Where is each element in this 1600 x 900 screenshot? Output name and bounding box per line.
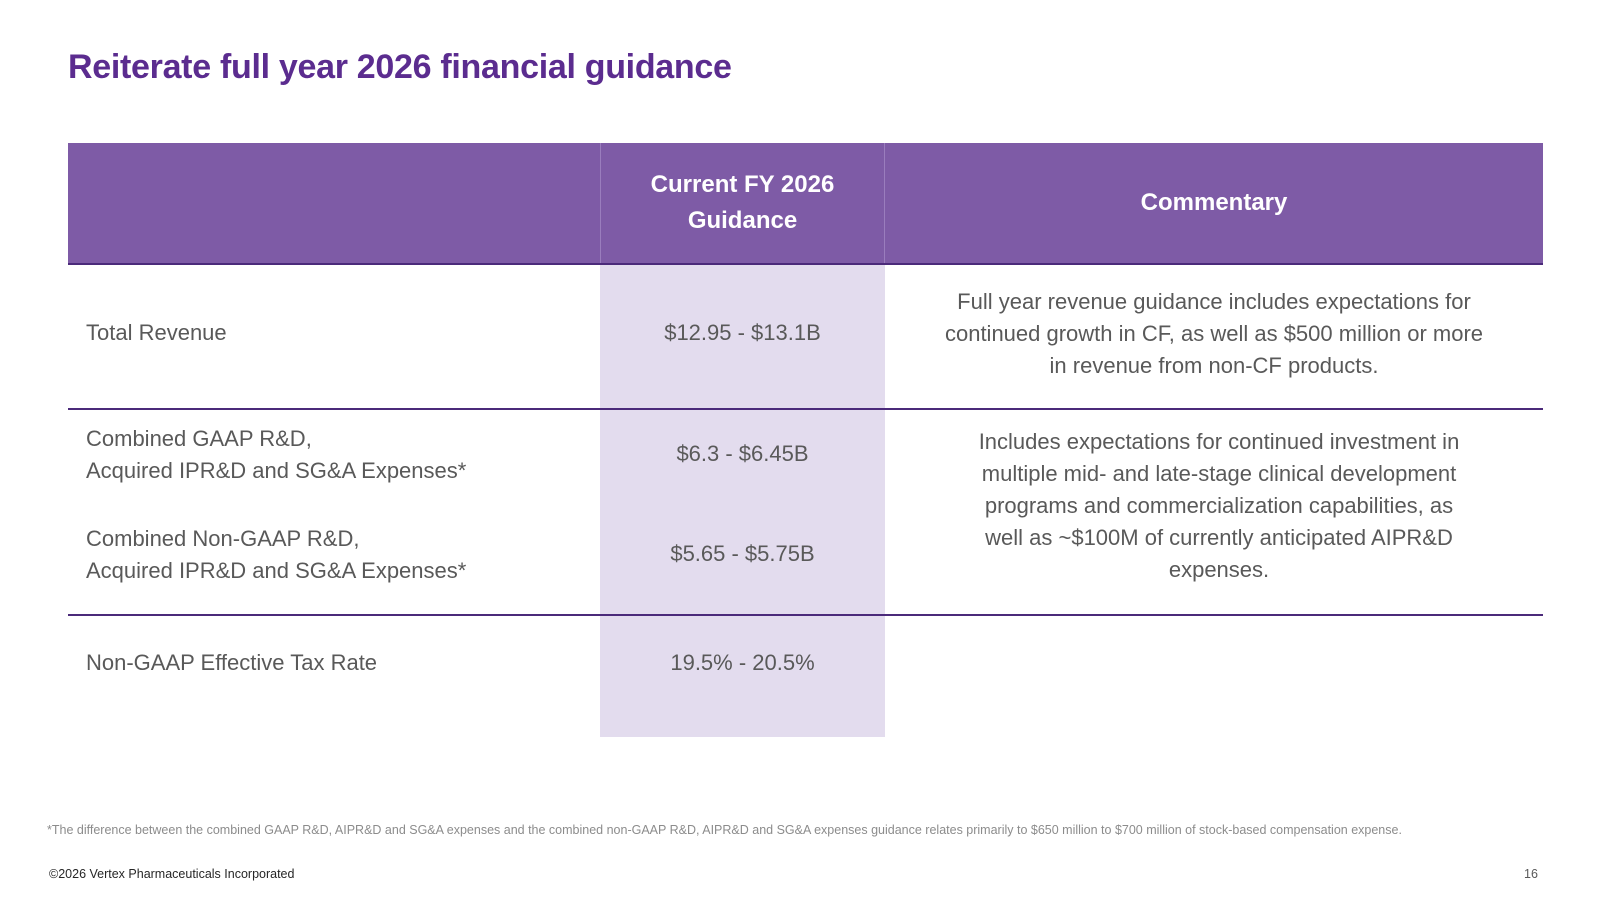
commentary-line: Includes expectations for continued inve… <box>978 429 1460 454</box>
page-number: 16 <box>1524 867 1538 881</box>
row-value-non-gaap-expenses: $5.65 - $5.75B <box>670 541 815 566</box>
guidance-column-highlight <box>600 265 885 737</box>
commentary-line: expenses. <box>1168 557 1270 582</box>
label-line: Combined Non-GAAP R&D, <box>86 526 360 551</box>
row-value-total-revenue: $12.95 - $13.1B <box>664 320 821 345</box>
row-divider <box>68 614 1543 616</box>
row-commentary-expenses: Includes expectations for continued inve… <box>940 426 1498 586</box>
row-divider <box>68 408 1543 410</box>
row-value-gaap-expenses: $6.3 - $6.45B <box>676 441 809 466</box>
row-commentary-total-revenue: Full year revenue guidance includes expe… <box>885 286 1543 382</box>
header-guidance-line1: Current FY 2026 <box>650 171 835 198</box>
commentary-line: multiple mid- and late-stage clinical de… <box>981 461 1457 486</box>
footnote: *The difference between the combined GAA… <box>47 823 1402 837</box>
label-line: Combined GAAP R&D, <box>86 426 312 451</box>
header-guidance: Current FY 2026 Guidance <box>600 143 885 263</box>
guidance-table: Current FY 2026 Guidance Commentary Tota… <box>68 143 1543 737</box>
table-header: Current FY 2026 Guidance Commentary <box>68 143 1543 265</box>
row-label-tax-rate: Non-GAAP Effective Tax Rate <box>86 650 378 675</box>
commentary-line: well as ~$100M of currently anticipated … <box>985 525 1453 550</box>
row-value-tax-rate: 19.5% - 20.5% <box>670 650 815 675</box>
header-commentary: Commentary <box>1140 189 1288 216</box>
label-line: Acquired IPR&D and SG&A Expenses* <box>86 558 467 583</box>
row-label-non-gaap-expenses: Combined Non-GAAP R&D, Acquired IPR&D an… <box>86 523 466 587</box>
commentary-line: in revenue from non-CF products. <box>1049 353 1379 378</box>
copyright: ©2026 Vertex Pharmaceuticals Incorporate… <box>49 867 295 881</box>
commentary-line: programs and commercialization capabilit… <box>984 493 1454 518</box>
row-label-gaap-expenses: Combined GAAP R&D, Acquired IPR&D and SG… <box>86 423 466 487</box>
commentary-line: continued growth in CF, as well as $500 … <box>944 321 1484 346</box>
commentary-line: Full year revenue guidance includes expe… <box>957 289 1471 314</box>
header-guidance-line2: Guidance <box>687 207 798 234</box>
header-metric <box>68 143 600 263</box>
row-label-total-revenue: Total Revenue <box>86 320 227 345</box>
label-line: Acquired IPR&D and SG&A Expenses* <box>86 458 467 483</box>
slide-title: Reiterate full year 2026 financial guida… <box>68 48 732 86</box>
